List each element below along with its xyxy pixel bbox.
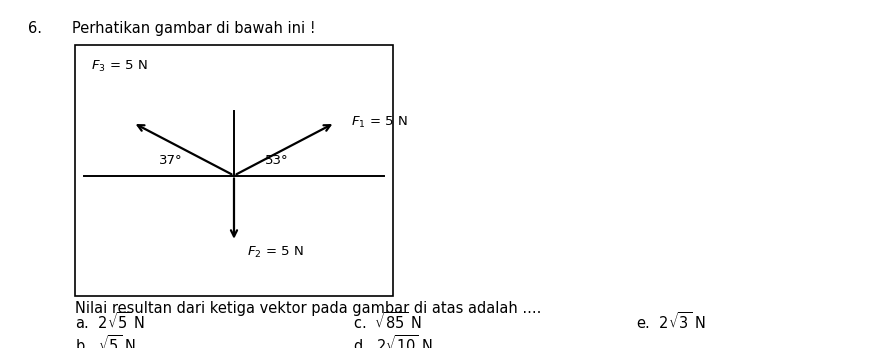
Bar [75, 45, 393, 296]
Text: Perhatikan gambar di bawah ini !: Perhatikan gambar di bawah ini ! [72, 21, 316, 36]
Text: Nilai resultan dari ketiga vektor pada gambar di atas adalah ....: Nilai resultan dari ketiga vektor pada g… [75, 301, 541, 316]
Text: $F_1$ = 5 N: $F_1$ = 5 N [351, 115, 407, 130]
Text: c.  $\sqrt{85}$ N: c. $\sqrt{85}$ N [353, 311, 422, 332]
Text: $F_3$ = 5 N: $F_3$ = 5 N [91, 59, 147, 74]
Text: $F_2$ = 5 N: $F_2$ = 5 N [247, 245, 304, 260]
Text: b.  $\sqrt{5}$ N: b. $\sqrt{5}$ N [75, 334, 136, 348]
Text: 6.: 6. [28, 21, 42, 36]
Text: 37°: 37° [159, 154, 182, 167]
Text: a.  2$\sqrt{5}$ N: a. 2$\sqrt{5}$ N [75, 311, 145, 332]
Text: 53°: 53° [265, 154, 288, 167]
Text: e.  2$\sqrt{3}$ N: e. 2$\sqrt{3}$ N [636, 311, 706, 332]
Text: d.  2$\sqrt{10}$ N: d. 2$\sqrt{10}$ N [353, 334, 433, 348]
